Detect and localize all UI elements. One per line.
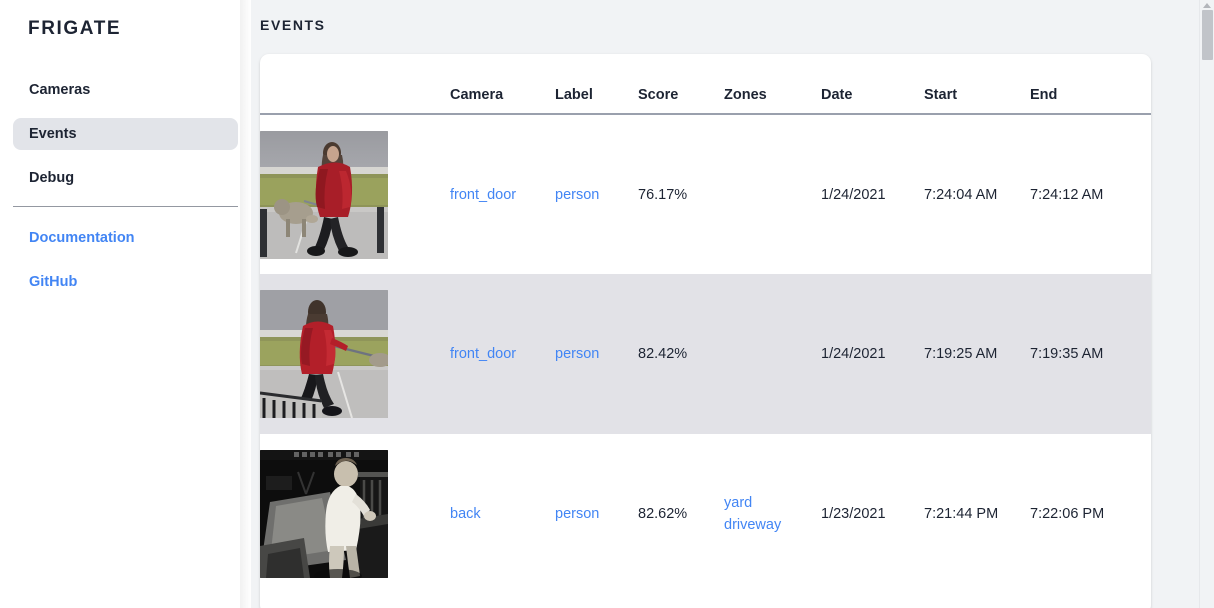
event-camera-link[interactable]: front_door	[450, 186, 517, 203]
column-header-score: Score	[638, 87, 679, 103]
sidebar-item-cameras[interactable]: Cameras	[29, 82, 91, 98]
event-camera-cell: back	[450, 434, 555, 594]
event-camera-cell: front_door	[450, 274, 555, 434]
sidebar-link-github[interactable]: GitHub	[29, 274, 78, 290]
event-end-cell: 7:19:35 AM	[1030, 346, 1104, 362]
events-table-head: Camera Label Score Zones Date Start End	[260, 54, 1151, 114]
event-score-cell: 82.42%	[638, 346, 688, 362]
table-row[interactable]: front_door person 82.42% 1/24/2021 7:19:…	[260, 274, 1151, 434]
sidebar-divider	[13, 206, 238, 207]
sidebar-external-links: Documentation GitHub	[0, 225, 251, 295]
main-content: EVENTS Camera Label Score Zones Date Sta…	[251, 0, 1214, 608]
event-score-cell: 76.17%	[638, 186, 688, 203]
event-zone-link[interactable]: yard	[724, 494, 753, 511]
sidebar-item-debug[interactable]: Debug	[29, 170, 75, 186]
event-thumbnail-cell	[260, 274, 450, 434]
page-scrollbar[interactable]	[1199, 0, 1214, 608]
scroll-up-arrow-icon[interactable]	[1202, 1, 1213, 10]
event-zones-cell: yard driveway	[724, 434, 821, 594]
table-row[interactable]: back person 82.62% yard driveway 1/23/20…	[260, 434, 1151, 594]
column-header-date: Date	[821, 87, 853, 103]
event-date-cell: 1/24/2021	[821, 346, 886, 362]
event-camera-cell: front_door	[450, 114, 555, 274]
events-table-body: front_door person 76.17% 1/24/2021 7:24:…	[260, 114, 1151, 594]
sidebar: FRIGATE Cameras Events Debug Documentati…	[0, 0, 251, 608]
event-label-link[interactable]: person	[555, 186, 600, 203]
column-header-zones: Zones	[724, 87, 767, 103]
event-label-cell: person	[555, 114, 638, 274]
event-camera-link[interactable]: front_door	[450, 346, 517, 362]
events-card: Camera Label Score Zones Date Start End	[260, 54, 1151, 608]
event-thumbnail-image[interactable]	[260, 290, 388, 418]
app-brand-title: FRIGATE	[28, 18, 122, 39]
event-start-cell: 7:19:25 AM	[924, 346, 998, 362]
event-date-cell: 1/24/2021	[821, 186, 886, 203]
events-table: Camera Label Score Zones Date Start End	[260, 54, 1151, 594]
event-end-cell: 7:22:06 PM	[1030, 506, 1105, 522]
event-thumbnail-cell	[260, 114, 450, 274]
table-header-row: Camera Label Score Zones Date Start End	[260, 54, 1151, 114]
column-header-end: End	[1030, 87, 1058, 103]
event-zones-cell	[724, 274, 821, 434]
scrollbar-thumb[interactable]	[1202, 10, 1213, 60]
column-header-start: Start	[924, 87, 958, 103]
sidebar-nav: Cameras Events Debug	[0, 74, 251, 194]
event-thumbnail-image[interactable]	[260, 130, 388, 259]
event-start-cell: 7:21:44 PM	[924, 506, 999, 522]
event-label-link[interactable]: person	[555, 346, 600, 362]
event-camera-link[interactable]: back	[450, 506, 481, 522]
table-row[interactable]: front_door person 76.17% 1/24/2021 7:24:…	[260, 114, 1151, 274]
event-end-cell: 7:24:12 AM	[1030, 186, 1104, 203]
event-thumbnail-cell	[260, 434, 450, 594]
event-zones-cell	[724, 114, 821, 274]
event-score-cell: 82.62%	[638, 506, 688, 522]
column-header-label: Label	[555, 87, 593, 103]
event-date-cell: 1/23/2021	[821, 506, 886, 522]
column-header-thumbnail	[260, 54, 450, 114]
event-label-cell: person	[555, 434, 638, 594]
event-label-link[interactable]: person	[555, 506, 600, 522]
event-zone-link[interactable]: driveway	[724, 517, 782, 533]
event-start-cell: 7:24:04 AM	[924, 186, 998, 203]
event-label-cell: person	[555, 274, 638, 434]
page-title: EVENTS	[260, 17, 326, 33]
sidebar-item-events[interactable]: Events	[13, 118, 238, 150]
event-thumbnail-image[interactable]	[260, 450, 388, 578]
sidebar-link-documentation[interactable]: Documentation	[29, 230, 135, 246]
column-header-camera: Camera	[450, 87, 504, 103]
